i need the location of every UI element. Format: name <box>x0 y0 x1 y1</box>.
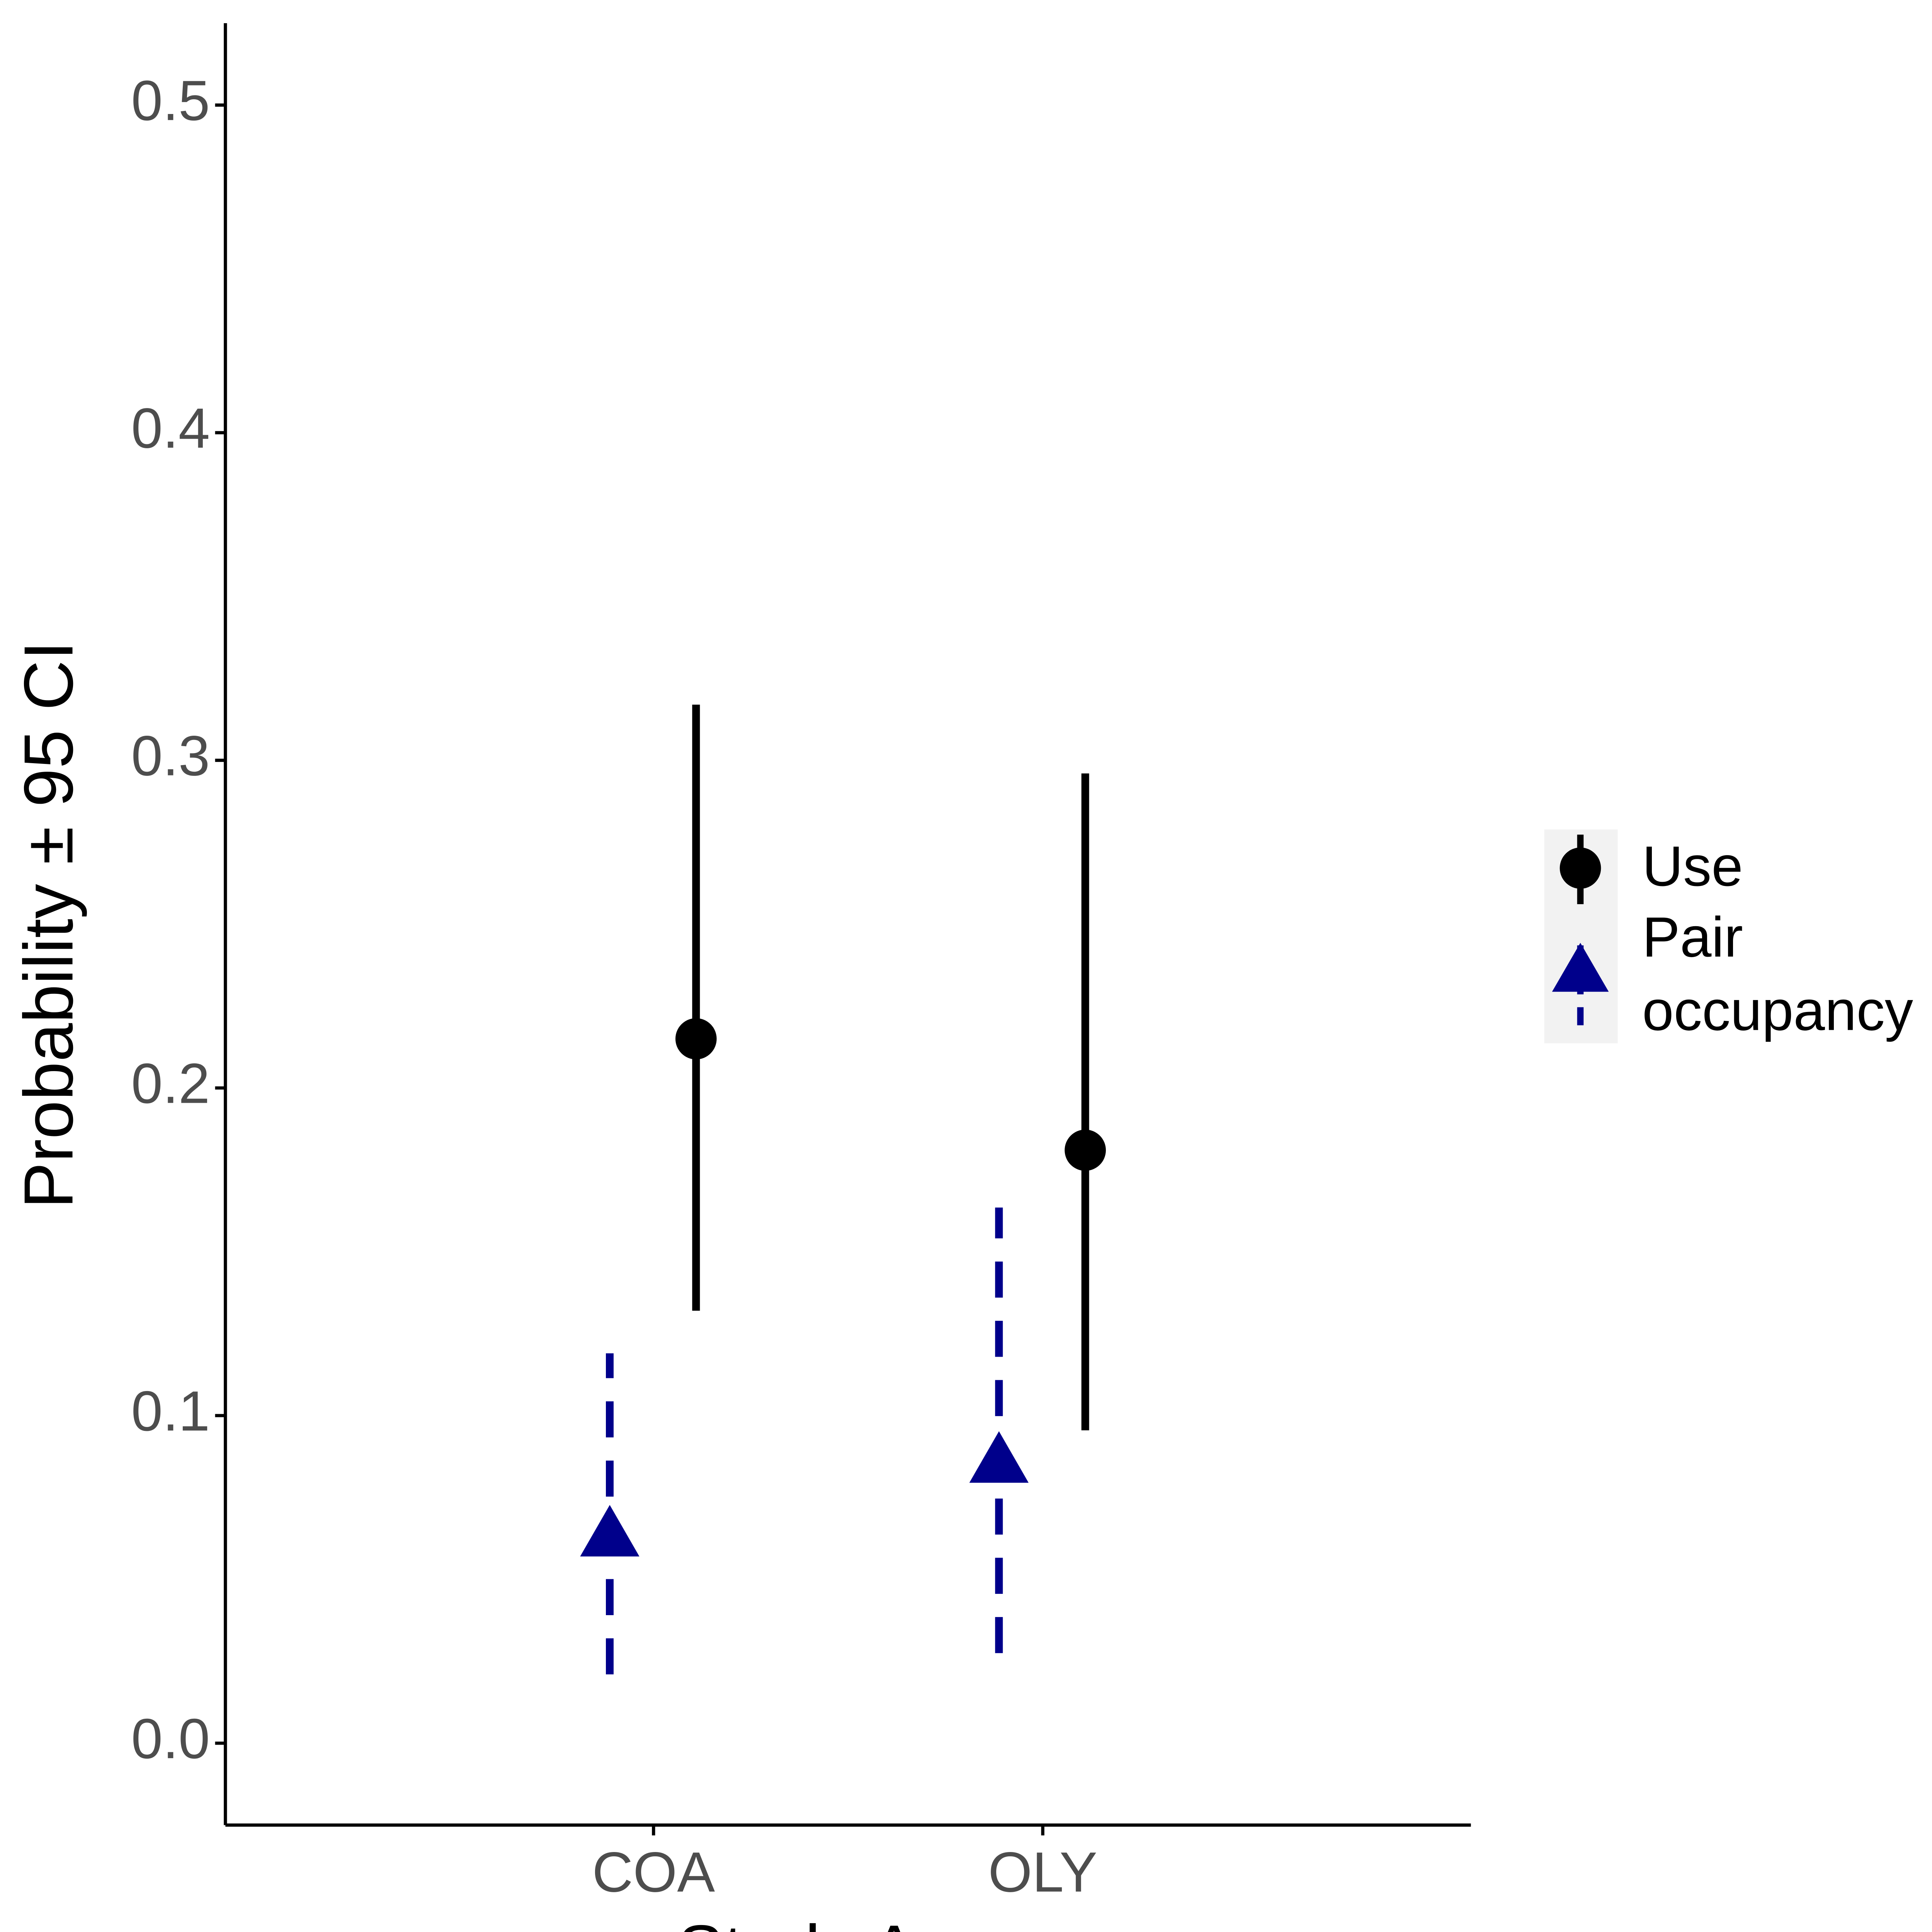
point <box>675 1018 717 1060</box>
point <box>1065 1129 1106 1171</box>
x-tick-label: COA <box>592 1840 715 1904</box>
x-tick-label: OLY <box>988 1840 1097 1904</box>
y-tick-label: 0.5 <box>131 69 210 133</box>
y-tick-label: 0.4 <box>131 397 210 460</box>
point <box>580 1505 639 1557</box>
point <box>969 1431 1029 1483</box>
legend-label: Use <box>1642 835 1743 898</box>
y-tick-label: 0.0 <box>131 1707 210 1770</box>
y-tick-label: 0.3 <box>131 724 210 787</box>
y-tick-label: 0.2 <box>131 1052 210 1115</box>
y-axis-title: Probability ± 95 CI <box>10 641 88 1209</box>
legend-key-marker <box>1560 847 1601 889</box>
y-tick-label: 0.1 <box>131 1379 210 1443</box>
x-axis-title: Study Area <box>677 1911 1018 1932</box>
legend-key-marker <box>1552 943 1609 992</box>
legend-label: Pair occupancy <box>1642 905 1913 1042</box>
